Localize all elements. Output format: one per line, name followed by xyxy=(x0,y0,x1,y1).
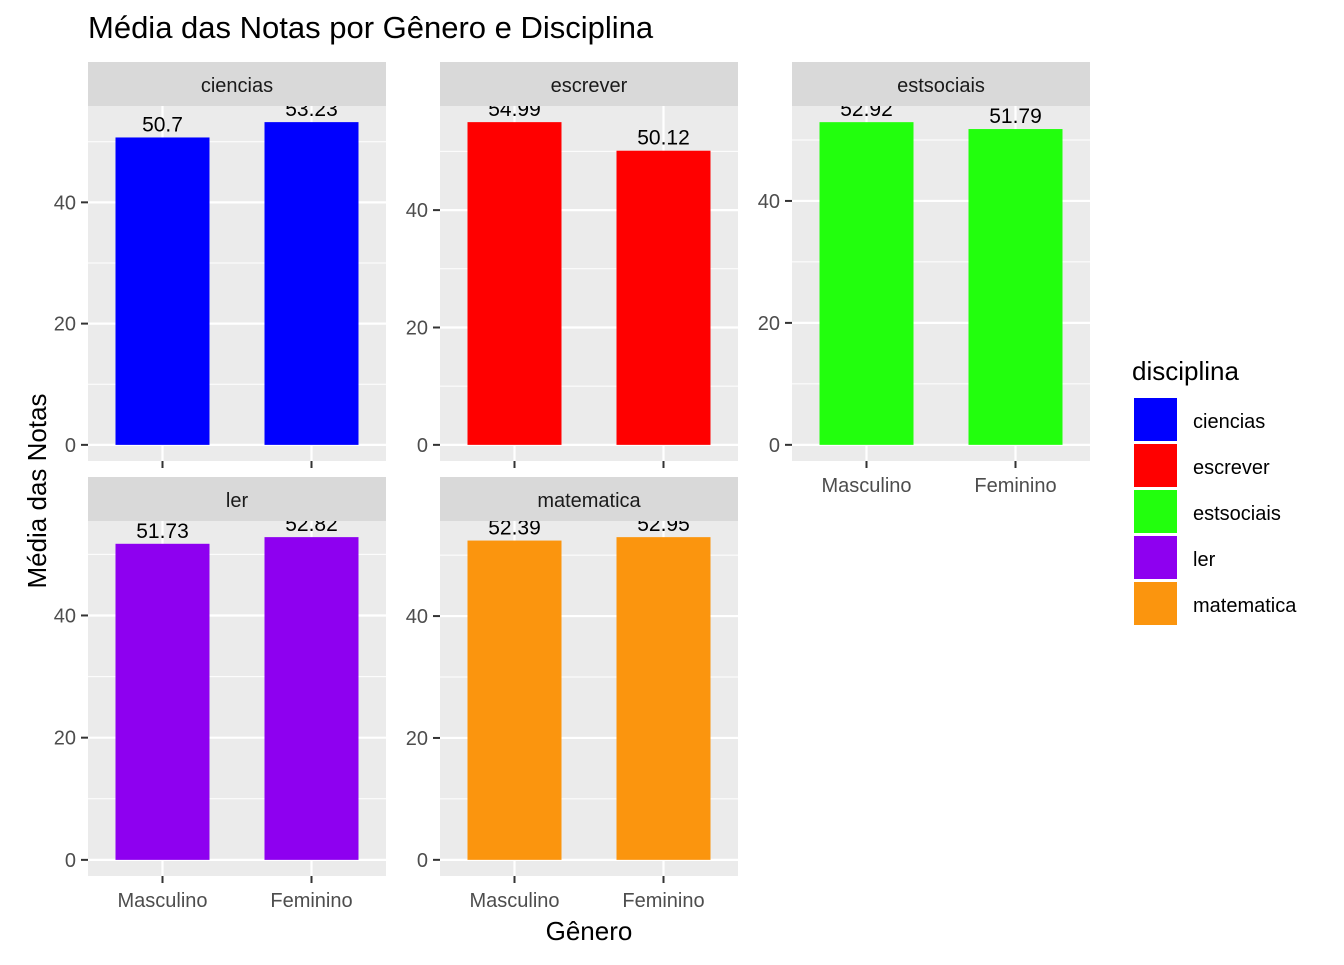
legend-label: matematica xyxy=(1193,595,1297,617)
legend-key-escrever xyxy=(1134,444,1177,487)
legend-title: disciplina xyxy=(1132,356,1239,386)
facet-strip xyxy=(792,62,1090,106)
x-axis-title: Gênero xyxy=(546,916,633,946)
x-tick-label: Feminino xyxy=(270,890,352,912)
y-axis-title: Média das Notas xyxy=(22,393,52,588)
bar-matematica-feminino xyxy=(616,537,711,860)
x-tick-label: Feminino xyxy=(622,890,704,912)
x-tick-label: Masculino xyxy=(469,890,559,912)
legend-key-ler xyxy=(1134,536,1177,579)
x-tick-label: Masculino xyxy=(821,475,911,497)
bar-ler-feminino xyxy=(264,537,359,860)
y-tick-label: 0 xyxy=(65,850,76,872)
bar-estsociais-masculino xyxy=(819,122,914,445)
legend-key-matematica xyxy=(1134,582,1177,625)
facet-strip-label: ler xyxy=(226,490,249,512)
bar-ciencias-masculino xyxy=(115,137,210,445)
y-tick-label: 20 xyxy=(54,314,76,336)
y-tick-label: 40 xyxy=(54,605,76,627)
bar-ciencias-feminino xyxy=(264,122,359,445)
legend-label: ler xyxy=(1193,549,1216,571)
y-tick-label: 0 xyxy=(417,850,428,872)
facet-strip xyxy=(440,477,738,521)
facet-strip-label: escrever xyxy=(551,75,628,97)
y-tick-label: 40 xyxy=(758,191,780,213)
bar-escrever-masculino xyxy=(467,122,562,445)
y-tick-label: 0 xyxy=(769,435,780,457)
facet-strip-label: estsociais xyxy=(897,75,985,97)
legend-key-ciencias xyxy=(1134,398,1177,441)
y-tick-label: 40 xyxy=(406,200,428,222)
legend-label: ciencias xyxy=(1193,411,1265,433)
data-label: 52.39 xyxy=(488,517,541,540)
data-label: 51.73 xyxy=(136,520,189,543)
data-label: 50.12 xyxy=(637,127,690,150)
legend-label: escrever xyxy=(1193,457,1270,479)
bar-ler-masculino xyxy=(115,543,210,860)
bar-matematica-masculino xyxy=(467,540,562,860)
y-tick-label: 40 xyxy=(54,192,76,214)
legend: disciplina ciencias escrever estsociais ler… xyxy=(1132,356,1297,625)
legend-label: estsociais xyxy=(1193,503,1281,525)
facet-strip xyxy=(440,62,738,106)
facet-panels: 50.753.23ciencias0204054.9950.12escrever… xyxy=(54,62,1090,912)
data-label: 51.79 xyxy=(989,105,1042,128)
y-tick-label: 0 xyxy=(65,435,76,457)
y-tick-label: 20 xyxy=(406,317,428,339)
facet-strip-label: matematica xyxy=(537,490,641,512)
bar-estsociais-feminino xyxy=(968,129,1063,445)
data-label: 50.7 xyxy=(142,113,183,136)
facet-strip xyxy=(88,477,386,521)
x-tick-label: Masculino xyxy=(117,890,207,912)
y-tick-label: 20 xyxy=(54,728,76,750)
facet-strip-label: ciencias xyxy=(201,75,273,97)
x-tick-label: Feminino xyxy=(974,475,1056,497)
chart-title: Média das Notas por Gênero e Disciplina xyxy=(88,10,654,45)
bar-escrever-feminino xyxy=(616,150,711,445)
y-tick-label: 20 xyxy=(758,313,780,335)
y-tick-label: 0 xyxy=(417,435,428,457)
facet-strip xyxy=(88,62,386,106)
legend-key-estsociais xyxy=(1134,490,1177,533)
y-tick-label: 20 xyxy=(406,728,428,750)
y-tick-label: 40 xyxy=(406,606,428,628)
